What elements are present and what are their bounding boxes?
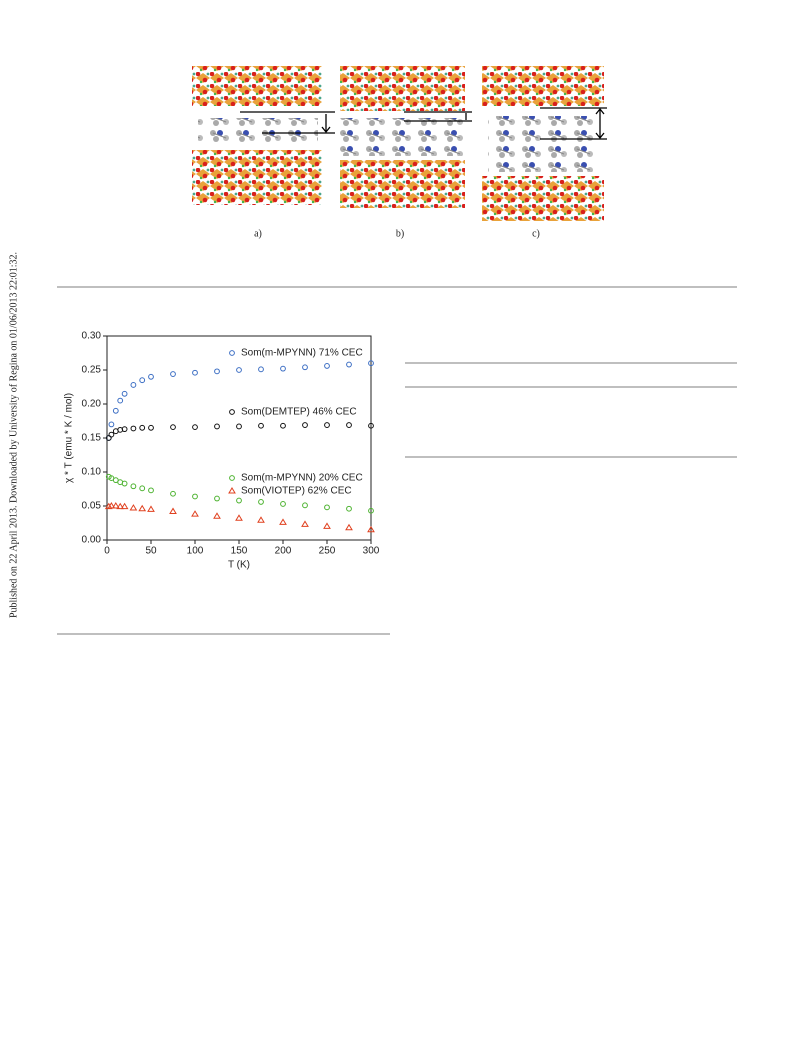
y-tick-label: 0.25 bbox=[82, 365, 102, 376]
y-tick-label: 0.15 bbox=[82, 433, 102, 444]
x-tick-label: 150 bbox=[231, 546, 248, 557]
x-tick-label: 0 bbox=[104, 546, 110, 557]
data-point bbox=[302, 364, 308, 371]
x-tick-label: 100 bbox=[187, 546, 204, 557]
data-point bbox=[121, 390, 128, 397]
data-point bbox=[120, 502, 129, 510]
data-point bbox=[148, 424, 154, 431]
data-point bbox=[367, 525, 375, 533]
data-point bbox=[148, 487, 154, 494]
data-point bbox=[323, 522, 331, 529]
data-point bbox=[280, 501, 286, 507]
data-point bbox=[170, 424, 176, 431]
y-tick-label: 0.05 bbox=[82, 501, 102, 512]
y-tick-label: 0.30 bbox=[82, 331, 102, 342]
data-point bbox=[280, 422, 286, 429]
data-point bbox=[191, 510, 199, 517]
data-point bbox=[257, 516, 265, 523]
data-point bbox=[302, 502, 308, 509]
data-point bbox=[258, 366, 264, 373]
data-point bbox=[236, 423, 242, 430]
data-point bbox=[368, 422, 374, 429]
data-point bbox=[147, 505, 155, 512]
legend-marker bbox=[229, 475, 235, 481]
data-point bbox=[346, 422, 352, 428]
data-point bbox=[111, 502, 120, 509]
y-axis-label: χ * T (emu * K / mol) bbox=[64, 393, 75, 483]
data-point bbox=[236, 497, 242, 504]
data-point bbox=[139, 485, 146, 492]
x-tick-label: 300 bbox=[363, 546, 380, 557]
data-point bbox=[130, 382, 137, 388]
x-tick-label: 200 bbox=[275, 546, 292, 557]
data-point bbox=[138, 504, 147, 512]
y-tick-label: 0.20 bbox=[82, 399, 102, 410]
y-tick-label: 0.00 bbox=[82, 535, 102, 546]
plot-frame bbox=[106, 335, 372, 541]
data-point bbox=[121, 426, 128, 433]
structure-figure bbox=[192, 66, 607, 221]
data-point bbox=[368, 507, 374, 514]
data-point bbox=[129, 504, 138, 511]
legend-label: Som(VIOTEP) 62% CEC bbox=[241, 486, 352, 497]
data-point bbox=[148, 373, 154, 380]
data-point bbox=[169, 507, 177, 514]
data-point bbox=[192, 493, 198, 500]
data-point bbox=[236, 367, 242, 373]
data-point bbox=[235, 514, 243, 521]
data-point bbox=[170, 371, 176, 377]
data-point bbox=[324, 422, 330, 428]
data-point bbox=[324, 504, 330, 511]
data-point bbox=[346, 361, 352, 368]
data-point bbox=[213, 512, 221, 519]
side-note: Published on 22 April 2013. Downloaded b… bbox=[8, 252, 19, 618]
x-tick-label: 50 bbox=[145, 546, 157, 557]
data-point bbox=[301, 520, 309, 527]
data-point bbox=[345, 523, 353, 531]
data-point bbox=[121, 480, 128, 487]
legend-label: Som(m-MPYNN) 71% CEC bbox=[241, 348, 363, 359]
data-point bbox=[108, 421, 115, 428]
data-point bbox=[346, 505, 352, 512]
data-point bbox=[108, 431, 115, 438]
legend-marker bbox=[228, 487, 236, 494]
data-point bbox=[117, 397, 124, 404]
data-point bbox=[192, 369, 198, 376]
data-point bbox=[214, 495, 220, 502]
data-point bbox=[130, 425, 137, 432]
legend-label: Som(DEMTEP) 46% CEC bbox=[241, 407, 357, 418]
data-point bbox=[258, 422, 264, 429]
data-point bbox=[324, 363, 330, 369]
data-point bbox=[112, 407, 119, 414]
data-point bbox=[104, 502, 113, 510]
data-point bbox=[214, 368, 220, 375]
y-tick-label: 0.10 bbox=[82, 467, 102, 478]
data-point bbox=[302, 422, 308, 428]
data-point bbox=[258, 499, 264, 505]
data-point bbox=[139, 377, 146, 384]
data-point bbox=[130, 483, 137, 490]
data-point bbox=[192, 424, 198, 431]
panel-label: b) bbox=[396, 228, 404, 239]
legend-marker bbox=[229, 409, 235, 415]
panel-label: c) bbox=[532, 228, 540, 239]
panel-label: a) bbox=[254, 228, 262, 239]
data-point bbox=[280, 365, 286, 372]
data-point bbox=[170, 490, 176, 497]
x-axis-label: T (K) bbox=[228, 560, 250, 571]
data-point bbox=[116, 502, 125, 510]
data-point bbox=[139, 424, 146, 431]
data-point bbox=[214, 423, 220, 430]
data-point bbox=[368, 360, 374, 367]
data-point bbox=[279, 518, 287, 525]
x-tick-label: 250 bbox=[319, 546, 336, 557]
data-point bbox=[107, 502, 116, 509]
legend-marker bbox=[229, 350, 235, 356]
legend-label: Som(m-MPYNN) 20% CEC bbox=[241, 473, 363, 484]
